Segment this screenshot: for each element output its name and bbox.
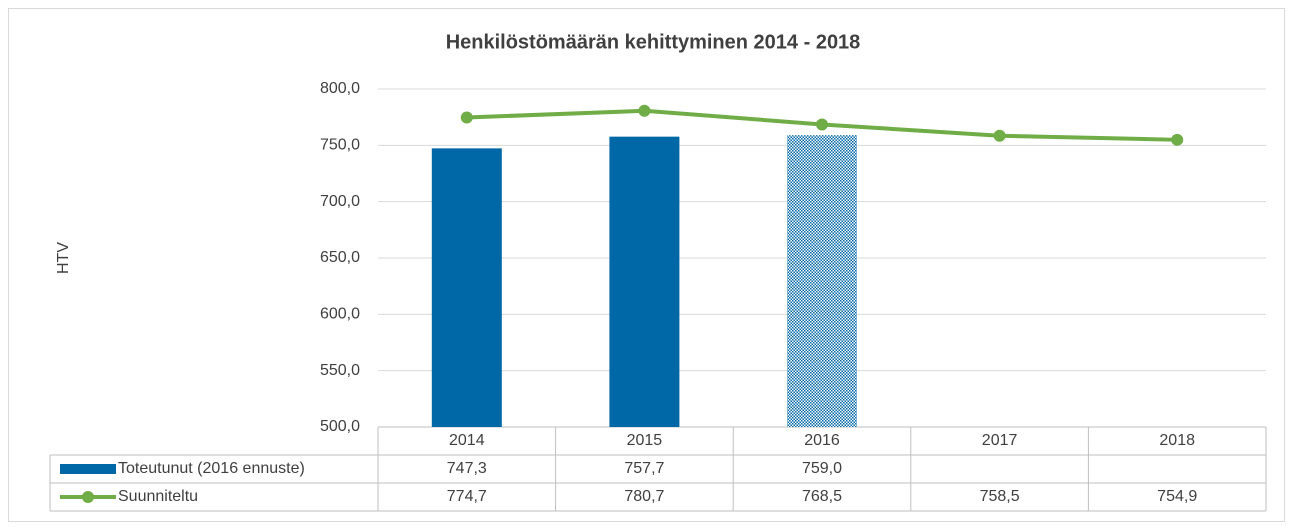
line-marker (638, 104, 651, 117)
y-tick-label: 600,0 (320, 306, 360, 323)
x-tick-label: 2015 (627, 432, 663, 449)
table-value: 758,5 (980, 488, 1020, 505)
x-tick-label: 2016 (804, 432, 840, 449)
table-value: 747,3 (447, 460, 487, 477)
table-value: 759,0 (802, 460, 842, 477)
bar (431, 148, 502, 427)
table-value: 780,7 (624, 488, 664, 505)
chart-title: Henkilöstömäärän kehittyminen 2014 - 201… (446, 31, 861, 53)
table-value: 754,9 (1157, 488, 1197, 505)
x-tick-label: 2014 (449, 432, 485, 449)
x-tick-label: 2018 (1159, 432, 1195, 449)
x-tick-label: 2017 (982, 432, 1018, 449)
bar (609, 136, 680, 427)
table-value: 774,7 (447, 488, 487, 505)
line-marker (816, 118, 828, 131)
y-tick-label: 500,0 (320, 418, 360, 435)
y-axis-label: HTV (55, 242, 72, 274)
legend-label: Toteutunut (2016 ennuste) (118, 460, 305, 477)
y-tick-label: 650,0 (320, 249, 360, 266)
y-tick-label: 800,0 (320, 80, 360, 97)
table-value: 757,7 (624, 460, 664, 477)
y-tick-label: 550,0 (320, 362, 360, 379)
bar (787, 135, 857, 427)
line-marker (1171, 133, 1184, 146)
legend-key (60, 464, 116, 474)
line-marker (460, 111, 473, 124)
line-marker (993, 129, 1006, 142)
legend-label: Suunniteltu (118, 488, 198, 505)
legend-key (82, 491, 94, 503)
y-tick-label: 700,0 (320, 193, 360, 210)
y-tick-label: 750,0 (320, 137, 360, 154)
table-value: 768,5 (802, 488, 842, 505)
